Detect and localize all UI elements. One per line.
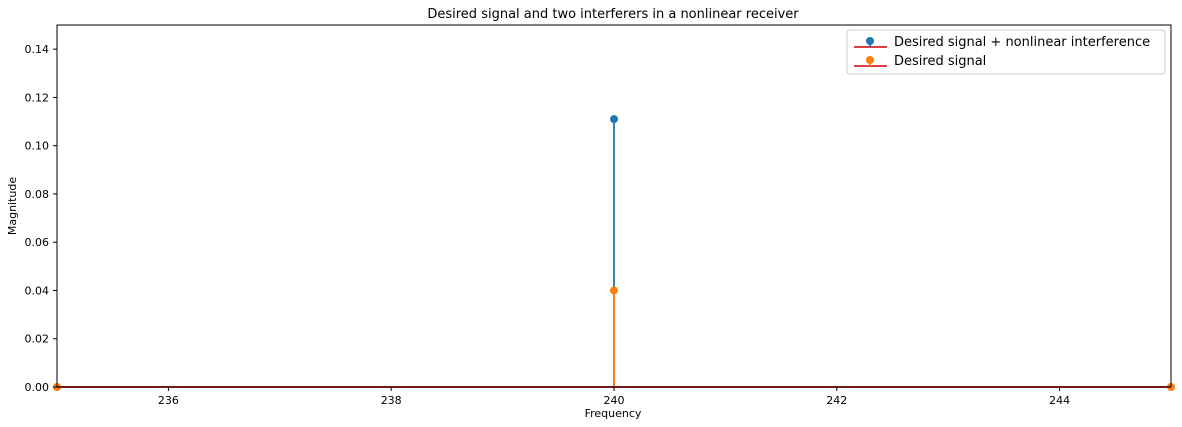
chart-title: Desired signal and two interferers in a … (427, 7, 799, 22)
plot-area (53, 115, 1175, 391)
y-tick-label: 0.06 (25, 236, 50, 249)
x-axis-label: Frequency (585, 407, 642, 420)
x-tick-label: 236 (158, 394, 179, 407)
legend-box (846, 29, 1166, 75)
x-tick-label: 238 (381, 394, 402, 407)
stem-marker (610, 286, 618, 295)
x-tick-label: 244 (1049, 394, 1070, 407)
x-tick-label: 240 (604, 394, 625, 407)
y-tick-label: 0.08 (25, 188, 50, 201)
x-tick-label: 242 (826, 394, 847, 407)
y-tick-label: 0.14 (25, 43, 50, 56)
legend-label: Desired signal (894, 54, 986, 69)
legend: Desired signal + nonlinear interference D… (846, 29, 1166, 75)
legend-marker (866, 56, 874, 64)
y-tick-label: 0.12 (25, 91, 50, 104)
y-tick-label: 0.02 (25, 333, 50, 346)
y-axis-label: Magnitude (6, 177, 19, 236)
stem-marker (610, 115, 618, 124)
legend-marker (866, 37, 874, 45)
y-tick-label: 0.10 (25, 140, 50, 153)
y-tick-label: 0.04 (25, 284, 50, 297)
legend-label: Desired signal + nonlinear interference (894, 35, 1150, 50)
y-tick-label: 0.00 (25, 381, 50, 394)
